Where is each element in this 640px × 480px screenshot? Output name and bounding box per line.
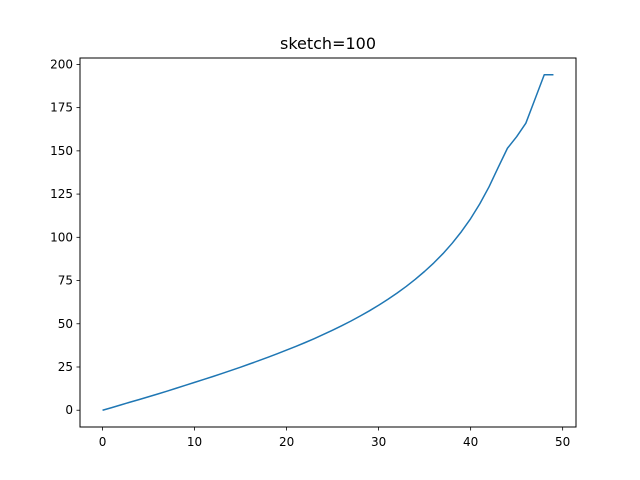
y-tick-label: 50 xyxy=(58,317,73,331)
y-tick-label: 75 xyxy=(58,274,73,288)
y-tick-label: 100 xyxy=(50,230,73,244)
y-axis: 0 25 50 75 100 125 150 175 200 xyxy=(50,57,80,417)
x-tick-label: 20 xyxy=(279,435,294,449)
x-tick-label: 30 xyxy=(371,435,386,449)
y-tick-label: 150 xyxy=(50,144,73,158)
y-tick-label: 25 xyxy=(58,360,73,374)
x-tick-label: 0 xyxy=(99,435,107,449)
x-tick-label: 40 xyxy=(463,435,478,449)
x-axis: 0 10 20 30 40 50 xyxy=(99,427,570,449)
y-tick-label: 125 xyxy=(50,187,73,201)
y-tick-label: 175 xyxy=(50,101,73,115)
x-tick-label: 50 xyxy=(555,435,570,449)
y-tick-label: 200 xyxy=(50,57,73,71)
chart-title: sketch=100 xyxy=(280,34,376,53)
x-tick-label: 10 xyxy=(187,435,202,449)
axes-frame xyxy=(79,57,577,428)
series-line-0 xyxy=(102,74,554,411)
y-tick-label: 0 xyxy=(65,403,73,417)
plot-area xyxy=(102,74,554,411)
